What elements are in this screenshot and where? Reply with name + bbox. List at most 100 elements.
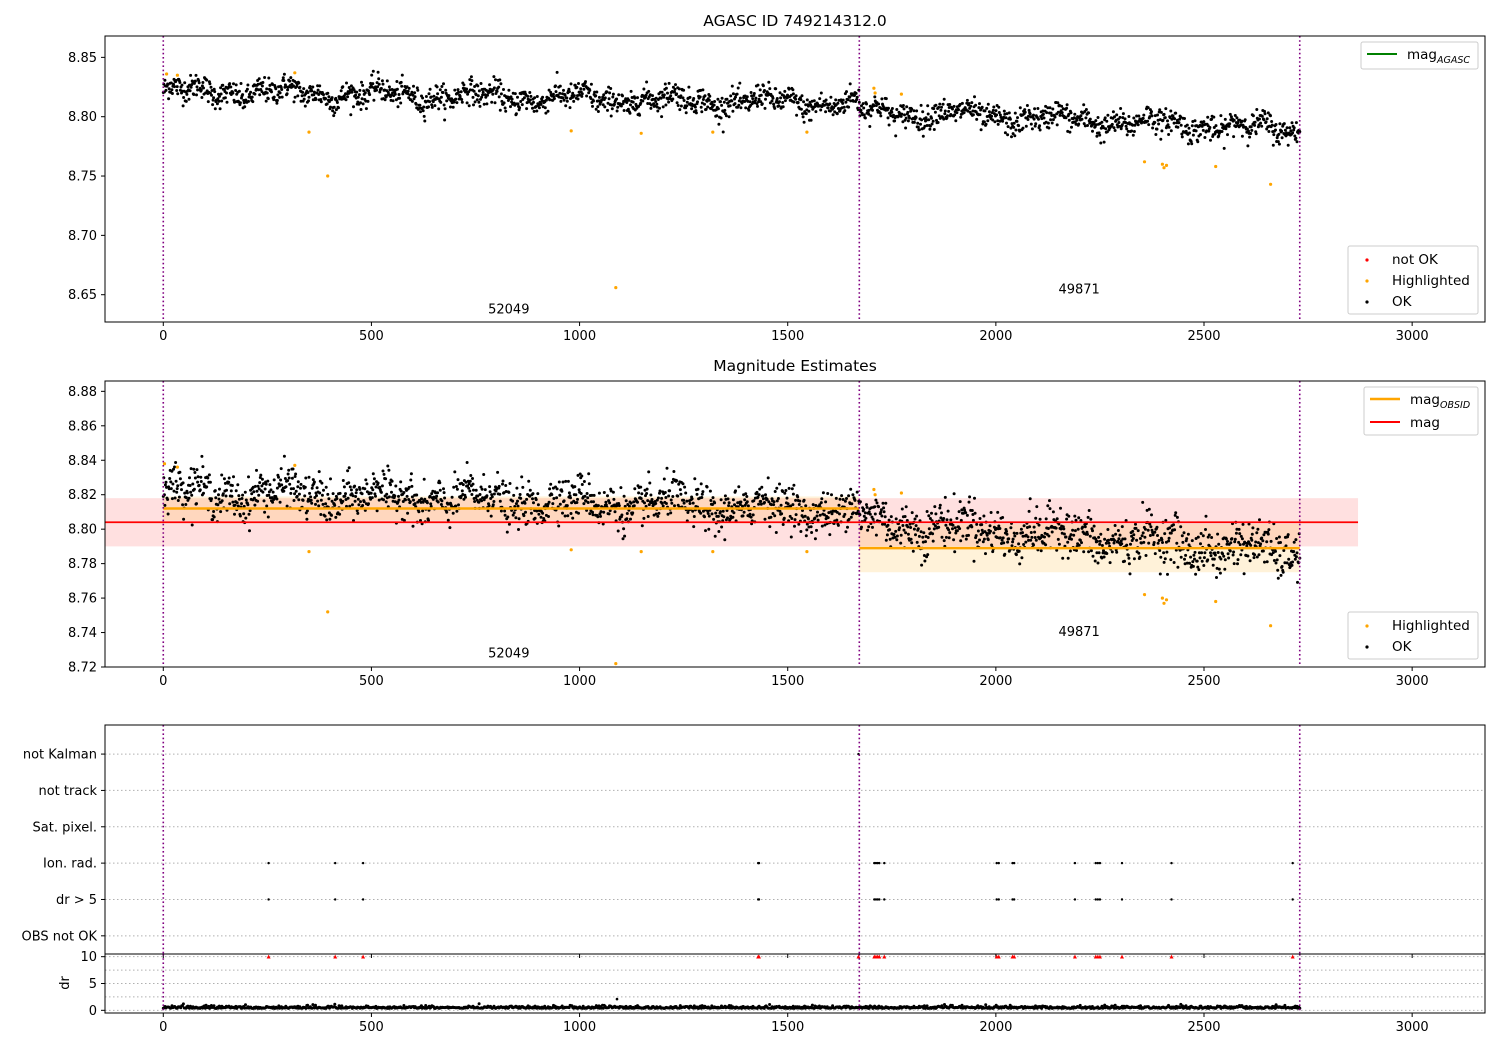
ok-point xyxy=(492,492,496,496)
ok-point xyxy=(607,512,611,516)
ok-point xyxy=(462,83,466,87)
x-tick-label: 1500 xyxy=(771,674,804,689)
ok-point xyxy=(1130,129,1134,133)
ok-point xyxy=(1200,559,1204,563)
ok-point xyxy=(413,502,417,506)
ok-point xyxy=(658,491,661,495)
ok-point xyxy=(373,492,377,496)
ok-point xyxy=(576,497,579,501)
ok-point xyxy=(495,89,499,93)
ok-point xyxy=(488,490,492,494)
ok-point xyxy=(1283,561,1287,565)
ok-point xyxy=(227,480,231,484)
ok-point xyxy=(991,108,995,112)
ok-point xyxy=(911,549,915,553)
ok-point xyxy=(1162,112,1166,116)
x-tick-label: 500 xyxy=(359,674,384,689)
ok-point xyxy=(879,510,883,514)
ok-point xyxy=(820,497,824,501)
ok-point xyxy=(361,504,365,507)
ok-point xyxy=(212,96,216,100)
ok-point xyxy=(1283,128,1287,132)
ok-point xyxy=(264,99,268,103)
ok-point xyxy=(845,90,848,94)
ok-point xyxy=(824,500,828,504)
ok-point xyxy=(1146,119,1150,123)
ok-point xyxy=(953,526,957,530)
ok-point xyxy=(454,504,458,508)
ok-point xyxy=(862,106,866,110)
ok-point xyxy=(778,482,781,486)
ok-point xyxy=(583,494,587,498)
ok-point xyxy=(859,108,863,112)
ok-point xyxy=(1274,549,1277,553)
ok-point xyxy=(473,500,477,503)
flag-point xyxy=(1120,861,1124,865)
ok-point xyxy=(713,534,717,538)
ok-point xyxy=(1077,516,1081,520)
ok-point xyxy=(1068,130,1072,134)
ok-point xyxy=(654,502,658,505)
ok-point xyxy=(1042,116,1046,120)
ok-point xyxy=(1094,123,1098,127)
ok-point xyxy=(1206,115,1210,119)
dr-point xyxy=(477,1002,481,1006)
ok-point xyxy=(1115,550,1119,554)
ok-point xyxy=(926,104,930,108)
ok-point xyxy=(1057,522,1061,526)
ok-point xyxy=(853,93,856,97)
ok-point xyxy=(1269,114,1272,118)
ok-point xyxy=(527,479,531,483)
ok-point xyxy=(532,501,535,505)
ok-point xyxy=(234,89,238,92)
ok-point xyxy=(1044,104,1048,108)
ok-point xyxy=(443,496,447,500)
ok-point xyxy=(586,496,590,500)
y-tick-label: 8.74 xyxy=(68,626,97,641)
ok-point xyxy=(1132,130,1136,133)
ok-point xyxy=(964,537,968,541)
ok-point xyxy=(882,510,886,514)
ok-point xyxy=(1164,107,1168,111)
ok-point xyxy=(219,510,223,514)
ok-point xyxy=(651,500,654,504)
ok-point xyxy=(533,96,537,100)
ok-point xyxy=(776,497,780,500)
ok-point xyxy=(536,503,540,507)
flag-point xyxy=(1098,861,1102,865)
ok-point xyxy=(192,467,196,471)
ok-point xyxy=(1237,540,1241,544)
panel-dr-points xyxy=(161,954,1302,1010)
ok-point xyxy=(723,494,727,498)
ok-point xyxy=(1137,551,1141,555)
ok-point xyxy=(1097,551,1101,555)
ok-point xyxy=(236,483,240,487)
ok-point xyxy=(802,120,806,124)
ok-point xyxy=(703,102,706,106)
ok-point xyxy=(404,498,407,502)
ok-point xyxy=(737,103,741,107)
ok-point xyxy=(231,91,235,95)
ok-point xyxy=(1073,112,1077,116)
ok-point xyxy=(1055,548,1059,552)
ok-point xyxy=(1236,121,1240,125)
ok-point xyxy=(1257,553,1261,557)
ok-point xyxy=(349,113,353,117)
ok-point xyxy=(1233,114,1237,117)
ok-point xyxy=(1014,128,1018,132)
ok-point xyxy=(1047,534,1051,538)
ok-point xyxy=(1265,540,1269,544)
ok-point xyxy=(321,502,325,506)
ok-point xyxy=(986,538,990,542)
highlighted-point xyxy=(1162,166,1166,170)
ok-point xyxy=(973,95,976,99)
ok-point xyxy=(444,88,448,92)
ok-point xyxy=(1157,122,1161,126)
ok-point xyxy=(208,82,212,86)
ok-point xyxy=(265,87,269,91)
ok-point xyxy=(293,475,297,478)
ok-point xyxy=(846,525,849,529)
ok-point xyxy=(360,97,364,101)
ok-point xyxy=(427,92,431,96)
y-tick-label: 8.72 xyxy=(68,661,97,676)
